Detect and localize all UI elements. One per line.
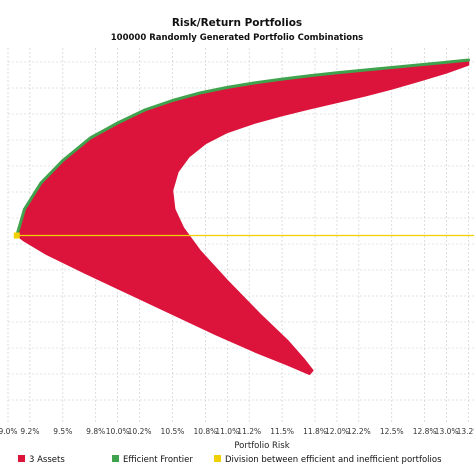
x-axis-ticks: 9.0% 9.2% 9.5% 9.8% 10.0%10.2% 10.5% 10.8%11.0…: [0, 427, 474, 436]
x-tick-label: 9.0%: [0, 427, 18, 436]
x-tick-label: 12.8%: [413, 427, 437, 436]
x-tick-label: 10.8%: [193, 427, 217, 436]
x-tick-label: 11.0%: [215, 427, 239, 436]
x-tick-label: 12.5%: [380, 427, 404, 436]
legend-label: Division between efficient and inefficie…: [225, 455, 442, 465]
x-axis-label: Portfolio Risk: [234, 441, 289, 451]
x-tick-label: 10.2%: [128, 427, 152, 436]
x-tick-label: 11.2%: [237, 427, 261, 436]
x-tick-label: 11.5%: [270, 427, 294, 436]
legend-swatch: [18, 455, 25, 462]
legend: 3 Assets Efficient Frontier Division betwe…: [18, 455, 442, 465]
legend-label: Efficient Frontier: [123, 455, 193, 465]
x-tick-label: 12.2%: [347, 427, 371, 436]
x-tick-label: 12.0%: [325, 427, 349, 436]
plot-area: [7, 48, 474, 423]
grid: [7, 48, 474, 423]
x-tick-label: 9.8%: [86, 427, 105, 436]
series-layer: [13, 58, 474, 375]
chart-subtitle: 100000 Randomly Generated Portfolio Comb…: [111, 33, 363, 43]
legend-swatch: [112, 455, 119, 462]
x-tick-label: 10.0%: [106, 427, 130, 436]
x-tick-label: 13.0%: [435, 427, 459, 436]
min-variance-point: [13, 232, 20, 239]
x-tick-label: 13.2%: [457, 427, 474, 436]
efficient-frontier-line: [15, 58, 471, 237]
chart-title: Risk/Return Portfolios: [172, 17, 302, 29]
legend-label: 3 Assets: [29, 455, 65, 465]
legend-swatch: [214, 455, 221, 462]
x-tick-label: 10.5%: [161, 427, 185, 436]
x-tick-label: 9.2%: [20, 427, 39, 436]
x-tick-label: 11.8%: [303, 427, 327, 436]
x-tick-label: 9.5%: [53, 427, 72, 436]
